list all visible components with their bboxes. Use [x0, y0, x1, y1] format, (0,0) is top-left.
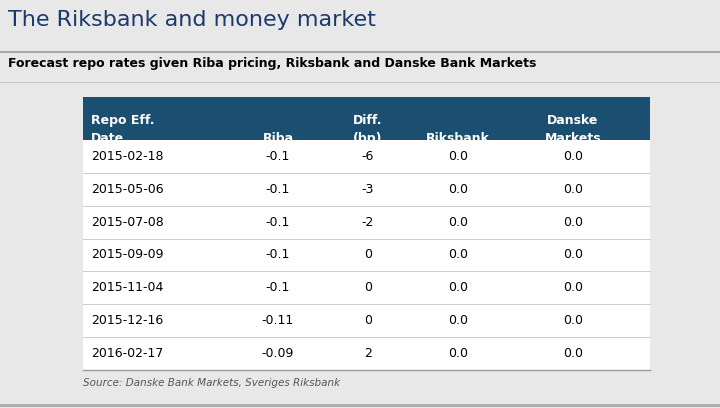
Text: -3: -3 — [362, 183, 374, 196]
Text: 0.0: 0.0 — [563, 248, 583, 262]
Bar — [83, 239, 650, 271]
Text: 0.0: 0.0 — [563, 282, 583, 294]
Text: 0.0: 0.0 — [563, 314, 583, 327]
Text: 0.0: 0.0 — [563, 216, 583, 228]
Text: 0.0: 0.0 — [448, 314, 468, 327]
Text: 2015-12-16: 2015-12-16 — [91, 314, 163, 327]
Text: 0.0: 0.0 — [448, 183, 468, 196]
Text: -0.1: -0.1 — [266, 150, 290, 163]
Text: 2015-02-18: 2015-02-18 — [91, 150, 163, 163]
Bar — [83, 97, 650, 370]
Text: Repo Eff.: Repo Eff. — [91, 114, 155, 127]
Bar — [83, 304, 650, 337]
Text: 0.0: 0.0 — [448, 150, 468, 163]
Text: 2015-09-09: 2015-09-09 — [91, 248, 163, 262]
Text: 0.0: 0.0 — [563, 183, 583, 196]
Text: Danske: Danske — [547, 114, 599, 127]
Text: Date: Date — [91, 132, 124, 145]
Text: 2015-05-06: 2015-05-06 — [91, 183, 163, 196]
Text: -0.1: -0.1 — [266, 282, 290, 294]
Text: -2: -2 — [362, 216, 374, 228]
Text: Riba: Riba — [262, 132, 294, 145]
Bar — [83, 337, 650, 370]
Bar — [83, 206, 650, 239]
Text: -0.1: -0.1 — [266, 248, 290, 262]
Text: -0.1: -0.1 — [266, 183, 290, 196]
Text: -0.09: -0.09 — [262, 347, 294, 360]
Text: 2015-11-04: 2015-11-04 — [91, 282, 163, 294]
Text: (bp): (bp) — [354, 132, 383, 145]
Text: -0.11: -0.11 — [262, 314, 294, 327]
Text: 0: 0 — [364, 314, 372, 327]
Text: 0.0: 0.0 — [448, 216, 468, 228]
Text: Diff.: Diff. — [354, 114, 383, 127]
Text: -6: -6 — [362, 150, 374, 163]
Text: Forecast repo rates given Riba pricing, Riksbank and Danske Bank Markets: Forecast repo rates given Riba pricing, … — [8, 57, 536, 70]
Text: Source: Danske Bank Markets, Sveriges Riksbank: Source: Danske Bank Markets, Sveriges Ri… — [83, 378, 340, 388]
Text: 0.0: 0.0 — [563, 150, 583, 163]
Text: 0.0: 0.0 — [448, 282, 468, 294]
Text: Markets: Markets — [545, 132, 601, 145]
Text: The Riksbank and money market: The Riksbank and money market — [8, 10, 376, 30]
Bar — [83, 173, 650, 206]
Text: 0: 0 — [364, 248, 372, 262]
Bar — [83, 97, 650, 140]
Text: 0: 0 — [364, 282, 372, 294]
Text: 2016-02-17: 2016-02-17 — [91, 347, 163, 360]
Text: 2: 2 — [364, 347, 372, 360]
Bar — [83, 271, 650, 304]
Text: 2015-07-08: 2015-07-08 — [91, 216, 163, 228]
Text: 0.0: 0.0 — [448, 248, 468, 262]
Text: 0.0: 0.0 — [448, 347, 468, 360]
Text: -0.1: -0.1 — [266, 216, 290, 228]
Bar — [83, 140, 650, 173]
Text: 0.0: 0.0 — [563, 347, 583, 360]
Text: Riksbank: Riksbank — [426, 132, 490, 145]
